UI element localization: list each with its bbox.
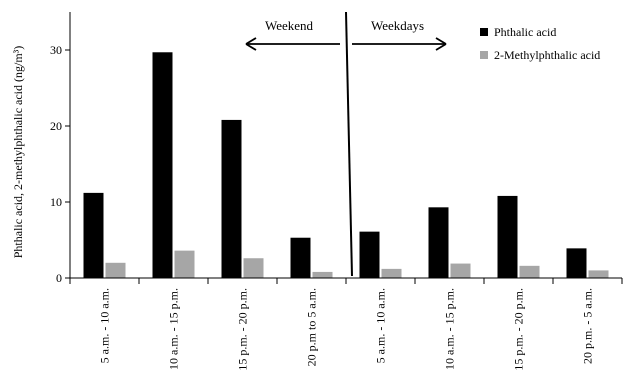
bar-2-methylphthalic-acid-1 bbox=[105, 262, 126, 278]
bar-2-methylphthalic-acid-6 bbox=[450, 263, 471, 278]
y-tick-label: 20 bbox=[50, 119, 62, 133]
weekend-label: Weekend bbox=[265, 18, 314, 33]
weekdays-label: Weekdays bbox=[371, 18, 424, 33]
legend-label-2-methylphthalic-acid: 2-Methylphthalic acid bbox=[494, 48, 600, 62]
bar-phthalic-acid-5 bbox=[359, 231, 380, 278]
bar-2-methylphthalic-acid-2 bbox=[174, 250, 195, 278]
bar-phthalic-acid-6 bbox=[428, 207, 449, 278]
x-tick-label: 15 p.m. - 20 p.m. bbox=[236, 288, 250, 371]
y-tick-label: 10 bbox=[50, 195, 62, 209]
bar-2-methylphthalic-acid-7 bbox=[519, 265, 540, 278]
bar-phthalic-acid-8 bbox=[566, 248, 587, 278]
bar-2-methylphthalic-acid-4 bbox=[312, 271, 333, 278]
ticks-group: 0 10 20 30 bbox=[50, 43, 623, 285]
x-tick-labels-group: 5 a.m. - 10 a.m. 10 a.m. - 15 p.m. 15 p.m.… bbox=[98, 288, 595, 371]
x-tick-label: 10 a.m. - 15 p.m. bbox=[167, 288, 181, 370]
x-tick-label: 5 a.m. - 10 a.m. bbox=[374, 288, 388, 363]
x-tick-label: 20 p.m. - 5 a.m. bbox=[581, 288, 595, 364]
x-tick-label: 5 a.m. - 10 a.m. bbox=[98, 288, 112, 363]
y-axis-label: Phthalic acid, 2-methylphthalic acid (ng… bbox=[11, 46, 25, 259]
bar-2-methylphthalic-acid-3 bbox=[243, 258, 264, 278]
y-tick-label: 0 bbox=[56, 271, 62, 285]
bar-phthalic-acid-2 bbox=[152, 52, 173, 278]
x-tick-label: 15 p.m. - 20 p.m. bbox=[512, 288, 526, 371]
legend: Phthalic acid 2-Methylphthalic acid bbox=[480, 25, 600, 62]
legend-swatch-phthalic-acid bbox=[480, 28, 488, 36]
weekend-arrow bbox=[245, 37, 340, 51]
bar-2-methylphthalic-acid-8 bbox=[588, 270, 609, 278]
bar-phthalic-acid-1 bbox=[83, 192, 104, 278]
bars-group bbox=[83, 52, 609, 278]
y-tick-label: 30 bbox=[50, 43, 62, 57]
x-tick-label: 20 p.m to 5 a.m. bbox=[305, 288, 319, 366]
weekend-weekdays-divider bbox=[345, 11, 353, 277]
bar-phthalic-acid-4 bbox=[290, 237, 311, 278]
bar-phthalic-acid-3 bbox=[221, 119, 242, 278]
weekdays-arrow bbox=[352, 37, 447, 51]
legend-label-phthalic-acid: Phthalic acid bbox=[494, 25, 556, 39]
bar-2-methylphthalic-acid-5 bbox=[381, 268, 402, 278]
legend-swatch-2-methylphthalic-acid bbox=[480, 51, 488, 59]
x-tick-label: 10 a.m. - 15 p.m. bbox=[443, 288, 457, 370]
bar-phthalic-acid-7 bbox=[497, 195, 518, 278]
